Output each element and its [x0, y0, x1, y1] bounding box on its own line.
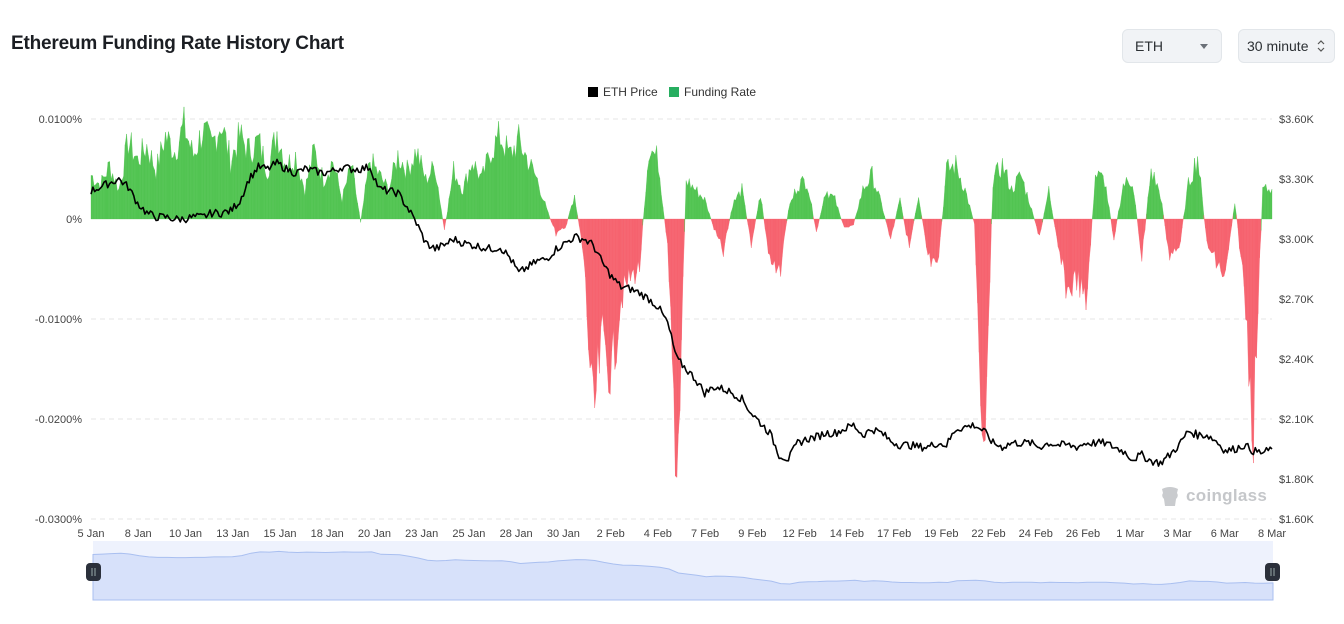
navigator-left-handle[interactable] [86, 563, 101, 581]
svg-text:20 Jan: 20 Jan [358, 528, 391, 540]
legend-label: Funding Rate [683, 85, 757, 99]
svg-text:26 Feb: 26 Feb [1066, 528, 1100, 540]
legend-swatch-price [587, 87, 598, 97]
svg-text:25 Jan: 25 Jan [452, 528, 485, 540]
svg-text:-0.0100%: -0.0100% [35, 314, 82, 326]
svg-text:30 Jan: 30 Jan [547, 528, 580, 540]
svg-text:9 Feb: 9 Feb [738, 528, 766, 540]
legend-item-funding-rate[interactable]: Funding Rate [668, 85, 757, 99]
svg-text:19 Feb: 19 Feb [924, 528, 958, 540]
svg-text:4 Feb: 4 Feb [644, 528, 672, 540]
svg-text:7 Feb: 7 Feb [691, 528, 719, 540]
svg-text:0%: 0% [66, 214, 82, 226]
svg-text:24 Feb: 24 Feb [1019, 528, 1053, 540]
svg-text:$1.60K: $1.60K [1279, 514, 1315, 526]
grid-lines [91, 118, 1272, 520]
updown-chevron-icon [1317, 40, 1325, 52]
svg-text:14 Feb: 14 Feb [830, 528, 864, 540]
interval-select[interactable]: 30 minute [1238, 29, 1335, 63]
svg-text:10 Jan: 10 Jan [169, 528, 202, 540]
symbol-select[interactable]: ETH [1122, 29, 1222, 63]
svg-text:6 Mar: 6 Mar [1211, 528, 1239, 540]
svg-text:2 Feb: 2 Feb [597, 528, 625, 540]
svg-text:8 Mar: 8 Mar [1258, 528, 1286, 540]
svg-text:5 Jan: 5 Jan [78, 528, 105, 540]
svg-text:23 Jan: 23 Jan [405, 528, 438, 540]
svg-text:8 Jan: 8 Jan [125, 528, 152, 540]
svg-text:$3.00K: $3.00K [1279, 234, 1315, 246]
legend-item-eth-price[interactable]: ETH Price [587, 85, 658, 99]
svg-text:18 Jan: 18 Jan [311, 528, 344, 540]
funding-rate-area [90, 106, 1273, 478]
svg-text:28 Jan: 28 Jan [500, 528, 533, 540]
svg-text:$2.10K: $2.10K [1279, 414, 1315, 426]
svg-text:$3.60K: $3.60K [1279, 114, 1315, 126]
svg-text:1 Mar: 1 Mar [1116, 528, 1144, 540]
svg-text:-0.0300%: -0.0300% [35, 514, 82, 526]
svg-text:$2.40K: $2.40K [1279, 354, 1315, 366]
coinglass-logo-icon [1162, 487, 1178, 506]
symbol-select-value: ETH [1135, 38, 1163, 54]
svg-text:12 Feb: 12 Feb [782, 528, 816, 540]
x-axis-labels: 5 Jan 8 Jan 10 Jan 13 Jan 15 Jan 18 Jan 20 Jan… [78, 528, 1287, 540]
legend-swatch-funding [668, 87, 679, 97]
chart-legend: ETH Price Funding Rate [0, 85, 1344, 100]
svg-text:-0.0200%: -0.0200% [35, 414, 82, 426]
coinglass-watermark: coinglass [1158, 484, 1267, 508]
legend-label: ETH Price [602, 85, 658, 99]
svg-text:0.0100%: 0.0100% [39, 114, 83, 126]
svg-text:17 Feb: 17 Feb [877, 528, 911, 540]
svg-text:13 Jan: 13 Jan [216, 528, 249, 540]
svg-text:22 Feb: 22 Feb [971, 528, 1005, 540]
right-y-axis-labels: $3.60K $3.30K $3.00K $2.70K $2.40K $2.10K $1.8… [1279, 114, 1315, 526]
svg-text:$2.70K: $2.70K [1279, 294, 1315, 306]
interval-select-value: 30 minute [1247, 38, 1309, 54]
eth-price-line [90, 158, 1273, 467]
left-y-axis-labels: 0.0100% 0% -0.0100% -0.0200% -0.0300% [35, 114, 82, 526]
svg-text:3 Mar: 3 Mar [1163, 528, 1191, 540]
page-title: Ethereum Funding Rate History Chart [11, 33, 344, 54]
svg-text:$1.80K: $1.80K [1279, 474, 1315, 486]
svg-text:$3.30K: $3.30K [1279, 174, 1315, 186]
caret-down-icon [1200, 44, 1208, 49]
navigator-right-handle[interactable] [1265, 563, 1280, 581]
svg-text:15 Jan: 15 Jan [263, 528, 296, 540]
range-navigator[interactable] [86, 541, 1280, 601]
